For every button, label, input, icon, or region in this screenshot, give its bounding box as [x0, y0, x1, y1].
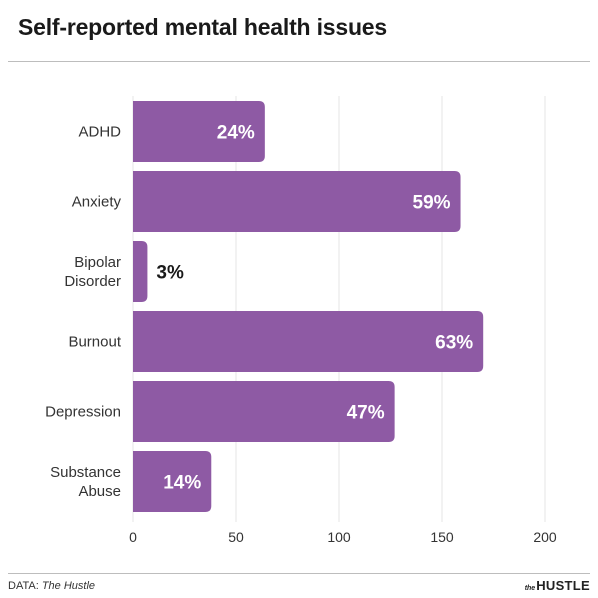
title-divider [8, 61, 590, 62]
category-label: Depression [45, 404, 121, 421]
data-label: 24% [217, 123, 255, 144]
category-label: Disorder [64, 273, 121, 290]
category-label: Substance [50, 464, 121, 481]
logo-the: the [524, 585, 536, 592]
bar [133, 451, 212, 512]
data-label: 14% [163, 473, 201, 494]
bar [133, 381, 395, 442]
x-tick-label: 150 [430, 529, 454, 545]
x-tick-label: 0 [129, 529, 137, 545]
logo-hustle: HUSTLE [536, 578, 590, 593]
bar [133, 101, 265, 162]
x-tick-label: 200 [533, 529, 557, 545]
category-label: Abuse [78, 483, 121, 500]
bar [133, 241, 148, 302]
chart-title: Self-reported mental health issues [18, 14, 387, 40]
hustle-logo: the HUSTLE [525, 578, 590, 593]
bar [133, 311, 484, 372]
footer-divider [8, 573, 590, 574]
category-label: ADHD [78, 124, 121, 141]
x-tick-label: 100 [327, 529, 351, 545]
data-source-name: The Hustle [41, 580, 96, 592]
x-tick-label: 50 [228, 529, 244, 545]
data-label: 63% [435, 333, 473, 354]
data-source: DATA: The Hustle [8, 580, 95, 592]
data-label: 47% [347, 403, 385, 424]
data-label: 3% [156, 263, 184, 284]
data-source-prefix: DATA: [8, 580, 42, 592]
category-label: Anxiety [72, 194, 122, 211]
data-label: 59% [413, 193, 451, 214]
category-label: Burnout [68, 334, 121, 351]
bar [133, 171, 461, 232]
category-label: Bipolar [74, 254, 121, 271]
